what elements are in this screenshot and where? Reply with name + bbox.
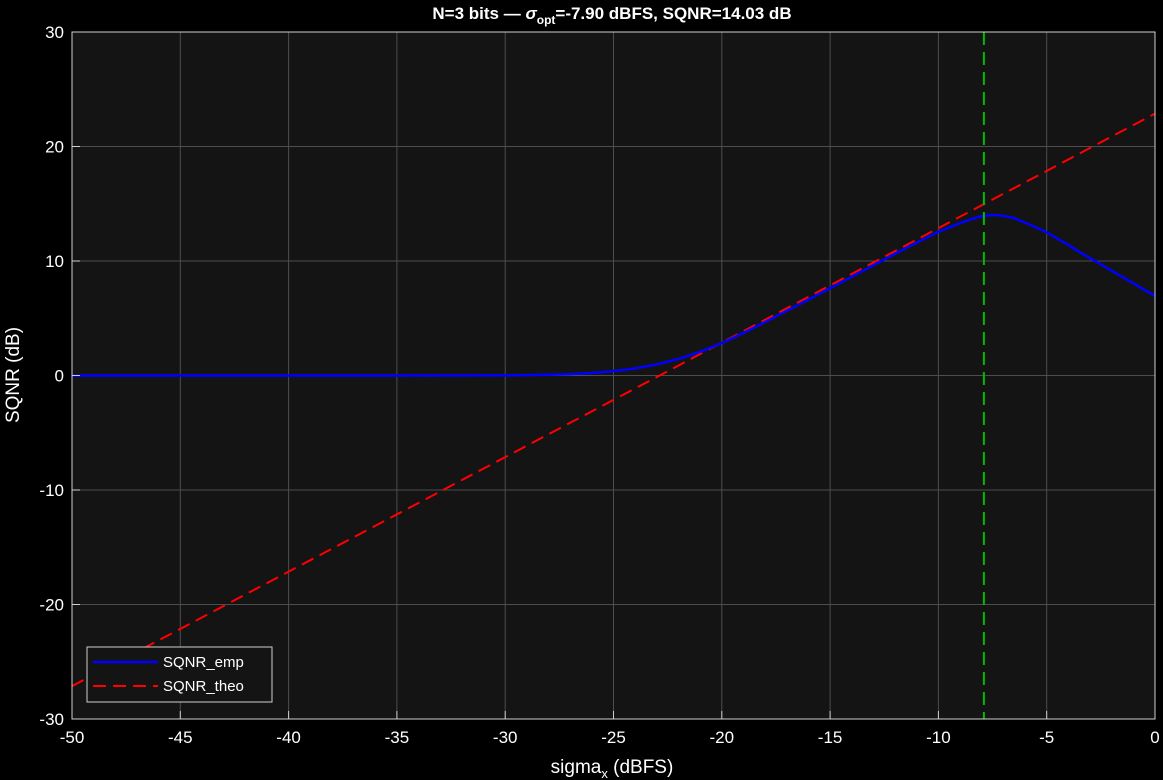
x-tick-label: -30 (493, 728, 518, 747)
x-axis-label: sigmax (dBFS) (551, 757, 674, 780)
y-tick-label: 20 (45, 138, 64, 157)
x-tick-labels: -50 -45 -40 -35 -30 -25 -20 -15 -10 -5 0 (60, 711, 1160, 747)
x-axis-label-sub: x (601, 766, 608, 780)
title-sigma: σ (525, 4, 537, 23)
plot-area (72, 32, 1155, 719)
y-tick-labels: -30 -20 -10 0 10 20 30 (39, 23, 80, 729)
y-tick-label: 0 (55, 367, 64, 386)
x-axis-label-main: sigma (551, 757, 602, 778)
y-tick-label: 30 (45, 23, 64, 42)
x-tick-label: -5 (1039, 728, 1054, 747)
x-tick-label: -40 (276, 728, 301, 747)
x-tick-label: -10 (926, 728, 951, 747)
y-tick-label: 10 (45, 252, 64, 271)
series-line-sqnr-emp (72, 213, 1155, 377)
legend: SQNR_emp SQNR_theo (86, 646, 273, 703)
x-tick-label: -25 (601, 728, 626, 747)
x-tick-label: -50 (60, 728, 85, 747)
title-prefix: N=3 bits — (432, 4, 525, 23)
y-axis-label: SQNR (dB) (3, 327, 24, 423)
x-tick-label: 0 (1150, 728, 1159, 747)
x-tick-label: -35 (385, 728, 410, 747)
x-tick-label: -45 (168, 728, 193, 747)
legend-box (86, 646, 273, 703)
chart-title: N=3 bits — σopt=-7.90 dBFS, SQNR=14.03 d… (432, 4, 791, 27)
title-sigma-sub: opt (537, 13, 556, 27)
title-suffix: =-7.90 dBFS, SQNR=14.03 dB (555, 4, 791, 23)
x-tick-label: -15 (818, 728, 843, 747)
legend-label-sqnr-emp: SQNR_emp (163, 654, 244, 671)
y-tick-label: -10 (39, 481, 64, 500)
x-tick-label: -20 (710, 728, 735, 747)
legend-label-sqnr-theo: SQNR_theo (163, 678, 244, 695)
x-axis-label-rest: (dBFS) (608, 757, 673, 778)
y-tick-label: -30 (39, 710, 64, 729)
series-line-sqnr-theo (72, 112, 1155, 688)
y-tick-label: -20 (39, 596, 64, 615)
